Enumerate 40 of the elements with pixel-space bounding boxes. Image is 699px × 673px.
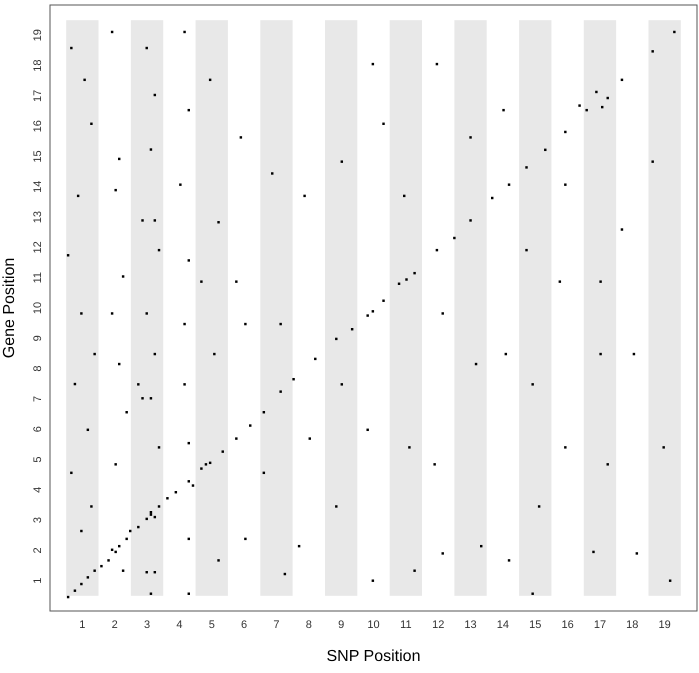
x-tick-label: 2 (112, 618, 118, 631)
x-tick-label: 7 (273, 618, 280, 631)
y-tick-label: 14 (32, 180, 44, 193)
y-tick-label: 7 (32, 396, 44, 402)
y-axis-title: Gene Position (1, 258, 18, 358)
x-tick-label: 4 (176, 618, 182, 631)
y-tick-label: 2 (32, 547, 44, 554)
x-tick-label: 6 (241, 618, 248, 631)
x-tick-label: 5 (208, 618, 215, 631)
x-tick-label: 3 (144, 618, 150, 631)
y-tick-label: 18 (32, 59, 44, 72)
y-tick-label: 8 (32, 366, 44, 372)
x-tick-label: 11 (400, 618, 412, 631)
y-tick-label: 6 (32, 426, 44, 432)
x-axis-title: SNP Position (326, 648, 420, 665)
y-tick-label: 17 (32, 90, 44, 102)
x-tick-label: 10 (367, 618, 380, 631)
x-tick-label: 18 (626, 618, 638, 631)
x-tick-label: 14 (496, 618, 510, 631)
y-tick-label: 15 (32, 150, 44, 163)
y-tick-label: 10 (32, 302, 44, 314)
y-tick-label: 11 (32, 272, 44, 284)
y-tick-label: 16 (32, 120, 44, 132)
x-tick-label: 17 (594, 618, 606, 631)
y-tick-label: 3 (32, 517, 44, 524)
y-tick-label: 13 (32, 210, 44, 224)
x-tick-label: 16 (561, 618, 574, 631)
y-tick-label: 4 (32, 486, 44, 493)
x-tick-label: 13 (464, 618, 477, 631)
y-tick-label: 1 (32, 578, 44, 584)
y-tick-label: 19 (32, 29, 44, 42)
x-tick-label: 8 (306, 618, 312, 631)
x-tick-label: 15 (529, 618, 542, 631)
x-tick-label: 1 (79, 618, 86, 631)
x-tick-label: 9 (338, 618, 344, 631)
y-tick-label: 12 (32, 241, 44, 254)
x-tick-label: 12 (432, 618, 444, 631)
y-tick-label: 5 (32, 456, 44, 463)
x-tick-label: 19 (658, 618, 671, 631)
y-tick-label: 9 (32, 335, 44, 342)
